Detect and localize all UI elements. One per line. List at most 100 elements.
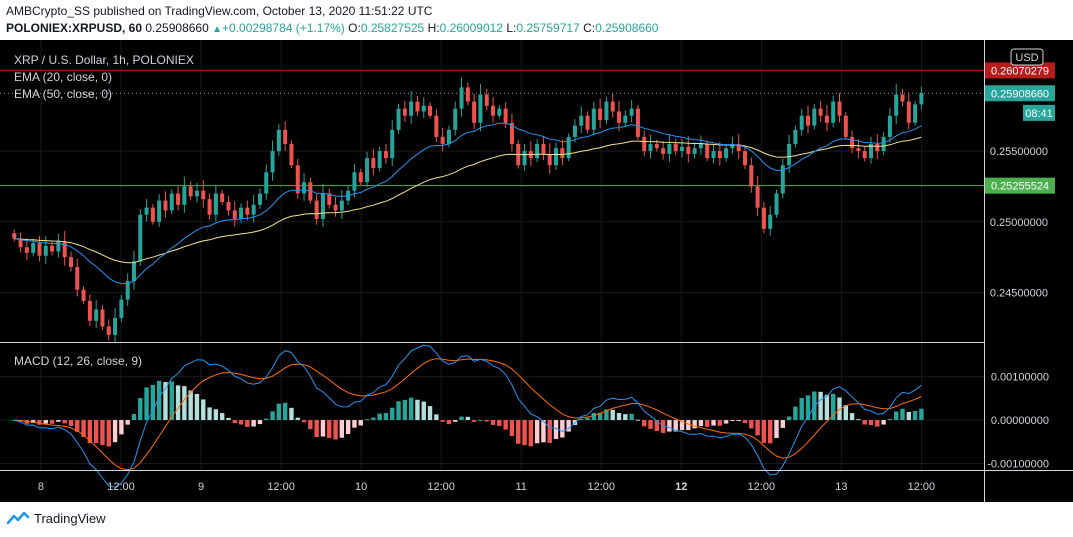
tradingview-logo[interactable]: TradingView [6,510,106,526]
macd-histogram-bar [912,410,918,421]
macd-histogram-bar [232,420,237,424]
macd-histogram-bar [818,391,823,421]
macd-histogram-bar [843,405,849,421]
candle-body [421,105,426,112]
price-label-text: 08:41 [1025,108,1053,120]
macd-histogram-bar [566,420,571,432]
price-label-text: 0.26070279 [991,65,1049,77]
macd-histogram-bar [131,413,137,421]
macd-histogram-bar [138,398,143,421]
macd-histogram-bar [333,420,338,440]
macd-histogram-bar [610,409,615,421]
macd-histogram-bar [906,411,912,421]
candle-body [163,200,168,211]
macd-histogram-bar [295,417,300,421]
macd-histogram-bar [749,420,754,429]
candle-body [440,136,445,144]
macd-histogram-bar [289,407,294,421]
macd-histogram-bar [471,420,477,422]
price-chart[interactable]: 0.24500000 0.25000000 0.25500000 0.00100000… [0,40,1073,502]
candle-body [176,193,181,205]
price-label-box [985,85,1055,102]
candle-body [761,207,766,229]
macd-pane [12,344,924,488]
macd-histogram-bar [12,420,17,422]
price-label-text: 0.25908660 [991,88,1049,100]
candle-body [358,172,363,183]
macd-histogram-bar [780,420,786,428]
macd-tick-label: -0.00100000 [987,458,1049,470]
macd-histogram-bar [396,401,401,421]
candle-body [213,193,218,215]
candle-body [642,136,647,152]
candle-body [862,151,867,159]
macd-histogram-bar [238,420,244,425]
macd-histogram-bar [207,407,212,421]
published-text: published on TradingView.com, October 13… [93,4,433,18]
time-tick-label: 9 [198,481,204,493]
macd-histogram-bar [75,420,80,432]
macd-histogram-bar [201,399,206,421]
candle-body [843,115,848,137]
macd-histogram-bar [219,413,225,421]
legend: XRP / U.S. Dollar, 1h, POLONIEX EMA (20,… [14,53,194,368]
macd-histogram-bar [686,420,691,431]
candle-body [125,281,130,300]
macd-histogram-bar [534,420,540,444]
candle-body [81,289,86,301]
macd-histogram-bar [490,420,496,425]
candle-body [87,300,92,321]
candle-body [673,144,678,152]
macd-histogram-bar [736,420,741,422]
candle-body [585,115,590,130]
candle-body [339,200,344,211]
macd-histogram-bar [402,399,408,421]
candle-body [837,101,842,116]
macd-histogram-bar [264,418,269,421]
candle-body [194,190,199,197]
macd-histogram-bar [547,420,552,443]
candle-body [453,108,458,130]
candle-body [667,144,672,154]
candle-body [755,186,760,208]
candle-body [276,129,281,152]
macd-histogram-bar [705,420,710,427]
macd-histogram-bar [390,407,395,421]
candle-body [566,136,571,159]
macd-histogram-bar [175,385,181,421]
candle-body [320,193,325,219]
candle-body [31,243,36,253]
symbol-info: POLONIEX:XRPUSD, 60 0.25908660 ▲+0.00298… [6,21,658,35]
ema20-line [14,122,922,285]
macd-histogram-bar [194,393,200,421]
candle-body [824,115,829,123]
macd-tick-label: 0.00000000 [991,415,1049,427]
macd-histogram-bar [497,420,502,426]
macd-histogram-bar [415,399,420,421]
currency-badge[interactable]: USD [1010,48,1044,66]
candle-body [43,245,48,256]
macd-histogram-bar [30,420,36,423]
low-value: 0.25759717 [516,21,580,35]
macd-histogram-bar [553,420,559,439]
macd-histogram-bar [522,420,527,446]
candle-body [780,165,785,194]
macd-histogram-bar [182,386,187,421]
macd-histogram-bar [301,420,307,423]
macd-histogram-bar [831,393,836,421]
candle-body [604,101,609,120]
candle-body [497,108,502,116]
candle-body [894,94,899,116]
candle-body [138,214,143,262]
candle-body [635,108,640,137]
candle-body [352,172,357,191]
macd-histogram-bar [786,416,792,421]
candle-body [484,94,489,106]
candle-body [201,190,206,200]
high-value: 0.26009012 [439,21,503,35]
low-label: L: [506,21,517,35]
close-value: 0.25908660 [595,21,659,35]
macd-histogram-bar [163,382,168,421]
macd-histogram-bar [805,395,811,421]
candle-body [396,108,401,130]
